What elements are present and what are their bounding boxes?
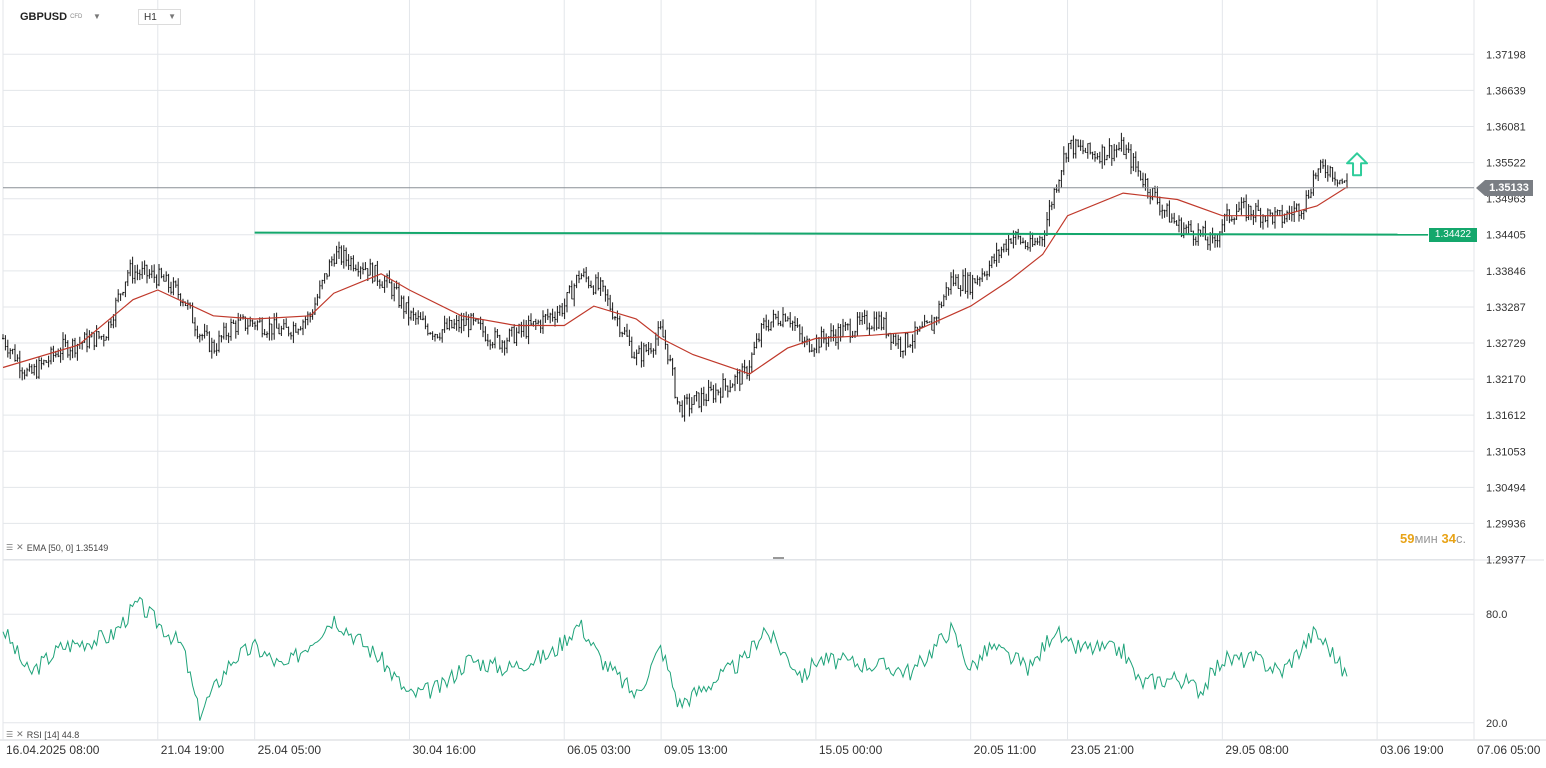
rsi-axis: 80.0 20.0: [1486, 609, 1507, 730]
price-axis-label: 1.37198: [1486, 49, 1526, 61]
chart-grid: [0, 0, 1546, 741]
symbol-selector[interactable]: GBPUSD CFD: [20, 11, 82, 23]
ema-legend-text: EMA [50, 0] 1.35149: [26, 542, 109, 553]
overlays: [2, 152, 1474, 721]
price-axis-label: 1.33846: [1486, 266, 1526, 278]
price-axis-label: 1.29377: [1486, 555, 1526, 567]
price-axis-label: 1.31053: [1486, 446, 1526, 458]
rsi-axis-label: 80.0: [1486, 609, 1507, 621]
countdown-min-unit: мин: [1414, 531, 1438, 546]
price-axis-label: 1.32170: [1486, 374, 1526, 386]
symbol-name: GBPUSD: [20, 11, 68, 23]
price-axis-label: 1.34963: [1486, 194, 1526, 206]
current-price-tag: 1.35133: [1476, 180, 1533, 196]
ema-legend: ☰ ✕ EMA [50, 0] 1.35149: [6, 542, 108, 553]
time-axis-label: 15.05 00:00: [819, 743, 883, 757]
time-axis-label: 23.05 21:00: [1071, 743, 1135, 757]
rsi-legend-text: RSI [14] 44.8: [26, 729, 80, 740]
rsi-axis-label: 20.0: [1486, 718, 1507, 730]
ema-line: [2, 186, 1348, 375]
pane-resize-handle[interactable]: [773, 557, 784, 559]
chart-toolbar: GBPUSD CFD ▼ H1 ▼: [0, 0, 400, 30]
level-price-tag[interactable]: 1.34422: [1429, 228, 1477, 242]
up-arrow-icon: [1346, 152, 1369, 177]
close-icon[interactable]: ✕: [16, 729, 24, 739]
close-icon[interactable]: ✕: [16, 542, 24, 552]
time-axis-label: 21.04 19:00: [161, 743, 225, 757]
timeframe-select[interactable]: H1 ▼: [138, 9, 181, 25]
time-axis-label: 16.04.2025 08:00: [6, 743, 100, 757]
price-axis-label: 1.35522: [1486, 158, 1526, 170]
price-axis-label: 1.29936: [1486, 518, 1526, 530]
symbol-type: CFD: [70, 14, 83, 21]
candles-series: [2, 132, 1348, 422]
rsi-line: [2, 596, 1348, 721]
support-level-line: [254, 231, 1429, 236]
price-axis-label: 1.34405: [1486, 230, 1526, 242]
chevron-down-icon: ▼: [168, 12, 176, 21]
timeframe-value: H1: [144, 12, 157, 23]
time-axis: 16.04.2025 08:00 21.04 19:00 25.04 05:00 30…: [6, 743, 1541, 757]
chevron-down-icon[interactable]: ▼: [93, 12, 101, 21]
price-axis-label: 1.36081: [1486, 121, 1526, 133]
time-axis-label: 03.06 19:00: [1380, 743, 1444, 757]
time-axis-label: 25.04 05:00: [258, 743, 322, 757]
price-axis-label: 1.31612: [1486, 410, 1526, 422]
time-axis-label: 06.05 03:00: [567, 743, 631, 757]
countdown-sec-unit: с.: [1455, 531, 1467, 546]
candle-countdown: 59мин 34с.: [1400, 531, 1466, 546]
list-icon[interactable]: ☰: [6, 543, 14, 552]
time-axis-label: 30.04 16:00: [412, 743, 476, 757]
price-axis: 1.37198 1.36639 1.36081 1.35522 1.34963 1.344…: [1486, 49, 1526, 566]
price-axis-label: 1.32729: [1486, 338, 1526, 350]
countdown-seconds: 34: [1441, 531, 1456, 546]
price-axis-label: 1.33287: [1486, 302, 1526, 314]
price-axis-label: 1.36639: [1486, 85, 1526, 97]
time-axis-label: 20.05 11:00: [974, 743, 1037, 757]
list-icon[interactable]: ☰: [6, 730, 14, 739]
time-axis-label: 09.05 13:00: [664, 743, 728, 757]
countdown-minutes: 59: [1400, 531, 1415, 546]
time-axis-label: 29.05 08:00: [1225, 743, 1289, 757]
time-axis-label: 07.06 05:00: [1477, 743, 1541, 757]
price-axis-label: 1.30494: [1486, 482, 1526, 494]
rsi-legend: ☰ ✕ RSI [14] 44.8: [6, 729, 79, 740]
